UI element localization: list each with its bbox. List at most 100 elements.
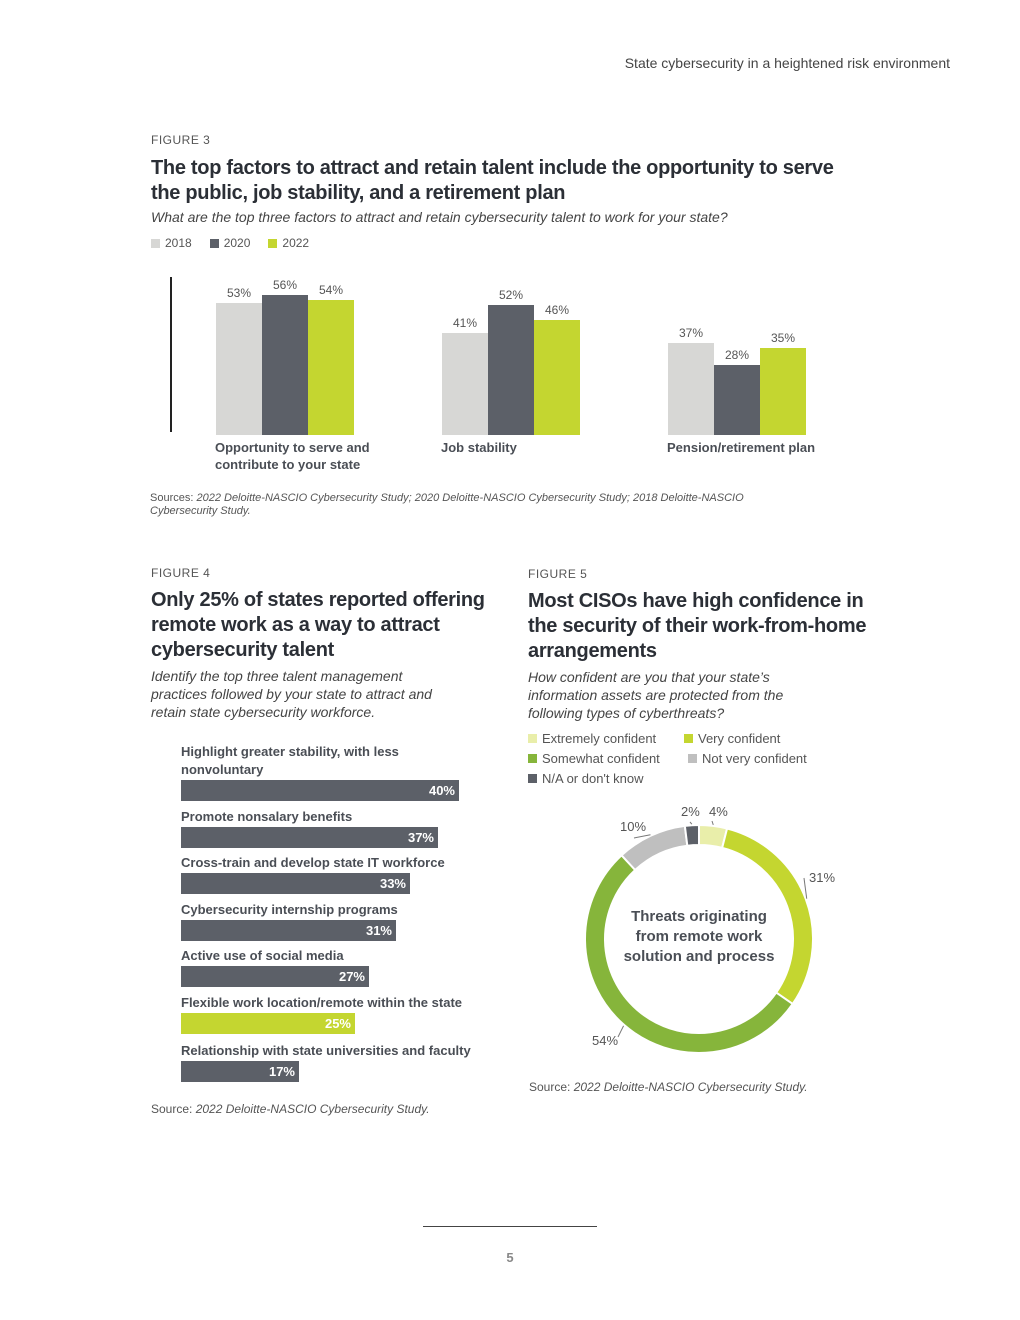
bar-label-line: Cybersecurity internship programs <box>181 902 398 917</box>
bar-2022 <box>308 300 354 435</box>
bar-label-line: Highlight greater stability, with less n… <box>181 744 399 777</box>
bar-2020 <box>714 365 760 435</box>
legend-swatch <box>528 754 537 763</box>
legend-item-2020: 2020 <box>209 236 251 250</box>
bar-value-label: 52% <box>498 288 524 302</box>
bar-2018 <box>216 302 262 435</box>
horizontal-bar: 31% <box>181 920 396 941</box>
leader-line <box>803 877 808 899</box>
figure-3-legend: 2018 2020 2022 <box>151 236 309 250</box>
figure-5-title-line: arrangements <box>528 640 657 662</box>
bar-value-label: 28% <box>724 348 750 362</box>
bar-value-label: 53% <box>226 285 252 300</box>
bar-label-line: Relationship with state universities and… <box>181 1043 471 1058</box>
figure-4-subtitle-line: retain state cybersecurity workforce. <box>151 704 376 720</box>
bar-label: Relationship with state universities and… <box>181 1042 481 1060</box>
bar-2022 <box>534 320 580 435</box>
legend-swatch <box>684 734 693 743</box>
slice-value-label: 4% <box>709 804 728 819</box>
bar-value-label: 56% <box>272 278 298 292</box>
figure-4-label: FIGURE 4 <box>151 566 211 580</box>
bar-label-line: Active use of social media <box>181 948 344 963</box>
bar-2020 <box>488 305 534 435</box>
figure-5-subtitle-line: following types of cyberthreats? <box>528 705 725 721</box>
category-label: Job stability <box>441 439 517 456</box>
bar-value-label: 35% <box>770 330 796 345</box>
figure-4-title-line: Only 25% of states reported offering <box>151 589 485 611</box>
legend-swatch <box>209 238 219 248</box>
bar-2020 <box>262 295 308 435</box>
source-prefix: Sources: <box>150 492 197 504</box>
bar-label-line: Promote nonsalary benefits <box>181 809 353 824</box>
source-text: 2022 Deloitte-NASCIO Cybersecurity Study… <box>196 492 744 504</box>
figure-3-axis-line <box>170 277 172 432</box>
figure-4-source: Source: 2022 Deloitte-NASCIO Cybersecuri… <box>151 1103 430 1116</box>
leader-line <box>633 834 651 839</box>
figure-5-subtitle-line: information assets are protected from th… <box>528 687 784 703</box>
category-label-line: Pension/retirement plan <box>667 440 816 455</box>
horizontal-bar: 27% <box>181 966 369 987</box>
legend-item-extremely-confident: Extremely confident <box>528 731 656 746</box>
figure-3-source: Sources: 2022 Deloitte-NASCIO Cybersecur… <box>150 492 850 518</box>
category-label-line: Job stability <box>441 440 517 455</box>
legend-label: N/A or don't know <box>542 771 644 786</box>
bar-label: Cross-train and develop state IT workfor… <box>181 854 481 872</box>
category-label: Pension/retirement plan <box>667 439 815 456</box>
legend-label: 2020 <box>223 236 251 250</box>
legend-item-na: N/A or don't know <box>528 771 643 786</box>
leader-line <box>689 821 693 825</box>
bar-value-label: 46% <box>544 303 570 317</box>
donut-center-line: Threats originating <box>631 908 767 925</box>
legend-label: Not very confident <box>702 751 807 766</box>
legend-label: 2018 <box>165 236 192 250</box>
source-text: 2022 Deloitte-NASCIO Cybersecurity Study… <box>195 1102 430 1116</box>
figure-5-subtitle-line: How confident are you that your state’s <box>528 669 770 685</box>
figure-3-title-line: the public, job stability, and a retirem… <box>151 182 566 204</box>
source-text: Cybersecurity Study. <box>150 505 251 517</box>
legend-label: Extremely confident <box>542 731 657 746</box>
bar-label: Flexible work location/remote within the… <box>181 994 481 1012</box>
legend-swatch <box>528 774 537 783</box>
figure-5-source: Source: 2022 Deloitte-NASCIO Cybersecuri… <box>529 1081 808 1094</box>
figure-5-donut-chart <box>584 820 814 1054</box>
legend-label: 2022 <box>282 236 310 250</box>
horizontal-bar: 40% <box>181 780 459 801</box>
figure-4-subtitle: Identify the top three talent management… <box>151 667 432 721</box>
legend-swatch <box>151 238 160 248</box>
footer-rule <box>423 1226 597 1227</box>
figure-4-subtitle-line: practices followed by your state to attr… <box>151 686 432 702</box>
figure-3-subtitle: What are the top three factors to attrac… <box>151 209 728 225</box>
horizontal-bar: 25% <box>181 1013 355 1034</box>
bar-2022 <box>760 347 806 435</box>
legend-swatch <box>268 238 278 248</box>
figure-4-title: Only 25% of states reported offering rem… <box>151 588 485 663</box>
bar-label: Promote nonsalary benefits <box>181 808 481 826</box>
bar-value-label: 37% <box>678 325 704 340</box>
slice-value-label: 10% <box>620 819 647 834</box>
page-number: 5 <box>506 1250 514 1265</box>
bar-2018 <box>668 342 714 435</box>
slice-value-label: 2% <box>681 804 700 819</box>
bar-label: Cybersecurity internship programs <box>181 901 481 919</box>
category-label: Opportunity to serve and contribute to yo… <box>215 439 370 473</box>
donut-slice <box>683 823 700 847</box>
figure-3-title-line: The top factors to attract and retain ta… <box>151 157 834 179</box>
figure-5-title-line: the security of their work-from-home <box>528 615 867 637</box>
category-label-line: contribute to your state <box>215 457 361 472</box>
category-label-line: Opportunity to serve and <box>215 440 370 455</box>
bar-label-line: Cross-train and develop state IT workfor… <box>181 855 445 870</box>
figure-5-title: Most CISOs have high confidence in the s… <box>528 589 866 664</box>
legend-item-not-very-confident: Not very confident <box>688 751 807 766</box>
bar-value-label: 54% <box>318 283 344 297</box>
running-header: State cybersecurity in a heightened risk… <box>624 55 950 71</box>
horizontal-bar: 37% <box>181 827 438 848</box>
legend-swatch <box>688 754 697 763</box>
horizontal-bar: 17% <box>181 1061 299 1082</box>
source-prefix: Source: <box>151 1102 196 1116</box>
slice-value-label: 31% <box>809 870 836 885</box>
donut-center-line: solution and process <box>623 948 775 965</box>
figure-5-label: FIGURE 5 <box>528 567 588 581</box>
legend-item-somewhat-confident: Somewhat confident <box>528 751 660 766</box>
legend-item-very-confident: Very confident <box>684 731 780 746</box>
horizontal-bar: 33% <box>181 873 410 894</box>
